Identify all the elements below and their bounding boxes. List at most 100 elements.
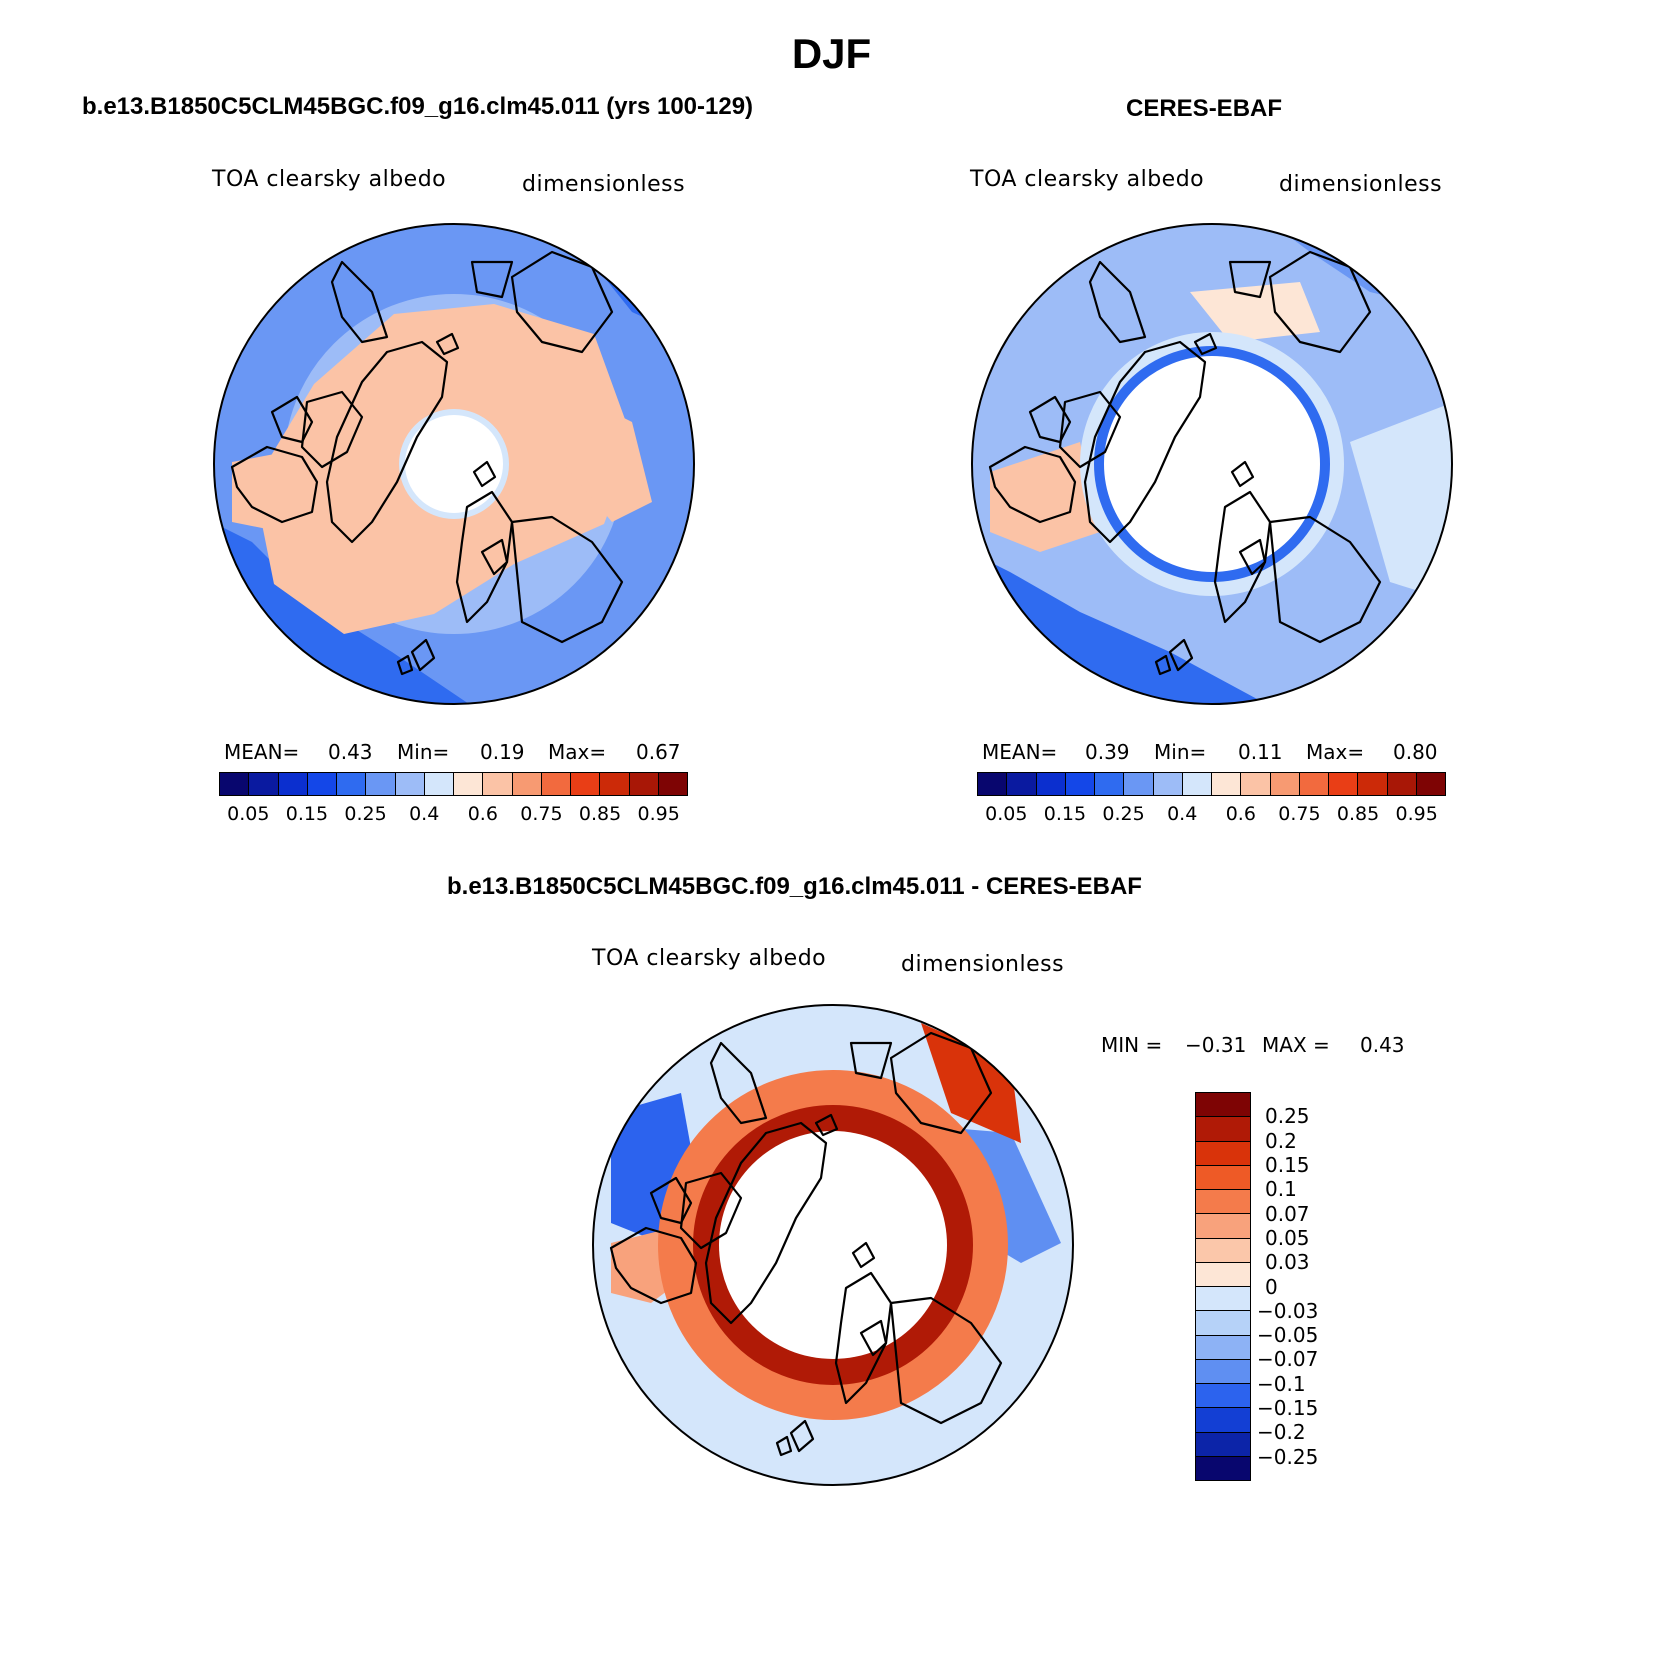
colorbar-swatch <box>307 773 337 795</box>
colorbar-swatch <box>978 773 1008 795</box>
map-boundary <box>971 223 1453 705</box>
coastline <box>455 490 514 624</box>
coastline <box>1154 654 1172 676</box>
colorbar-tick-label: 0.95 <box>637 803 680 825</box>
colorbar-swatch <box>1196 1262 1250 1287</box>
coastline <box>396 654 414 676</box>
high-albedo-canada <box>232 447 332 532</box>
panel-2-min-label: Min= <box>1154 740 1207 764</box>
colorbar-swatch <box>1212 773 1242 795</box>
map-field <box>972 224 1452 704</box>
panel-1-mean-label: MEAN= <box>224 740 300 764</box>
colorbar-swatch <box>395 773 425 795</box>
coastline <box>1168 638 1194 672</box>
colorbar-swatch <box>1416 773 1445 795</box>
panel-3-min-label: MIN = <box>1101 1033 1163 1057</box>
coastline <box>889 1296 1003 1425</box>
coastline <box>472 460 497 488</box>
colorbar-tick-label: 0.25 <box>1102 803 1145 825</box>
colorbar-swatch <box>1196 1165 1250 1190</box>
colorbar-swatch <box>483 773 513 795</box>
panel-3-max-value: 0.43 <box>1360 1033 1405 1057</box>
high-albedo-siberia <box>552 382 652 522</box>
panel-2-mean-value: 0.39 <box>1085 740 1130 764</box>
panel-1-mean-value: 0.43 <box>328 740 373 764</box>
colorbar-tick-label: 0.4 <box>1167 803 1198 825</box>
colorbar-tick-label: 0.2 <box>1265 1128 1297 1153</box>
colorbar-swatch <box>424 773 454 795</box>
panel-2-max-value: 0.80 <box>1393 740 1438 764</box>
missing-data-pole <box>402 412 506 516</box>
panel-3-colorbar <box>1195 1092 1251 1481</box>
colorbar-tick-label: 0.4 <box>409 803 440 825</box>
coastline <box>510 515 624 644</box>
colorbar-tick-label: 0.15 <box>285 803 329 825</box>
coastline <box>1028 395 1072 444</box>
colorbar-tick-label: −0.05 <box>1257 1323 1319 1348</box>
panel-1-title: b.e13.B1850C5CLM45BGC.f09_g16.clm45.011 … <box>82 93 754 120</box>
coastline <box>1268 250 1372 354</box>
panel-2-max-label: Max= <box>1306 740 1365 764</box>
coastline <box>325 340 449 544</box>
page-title: DJF <box>791 30 872 77</box>
coastline <box>410 638 436 672</box>
coastline <box>230 445 319 524</box>
colorbar-swatch <box>1196 1238 1250 1263</box>
coastline <box>1058 390 1122 469</box>
panel-2-polar-map <box>971 223 1453 705</box>
colorbar-swatch <box>1095 773 1125 795</box>
positive-anomaly-ring-outer <box>658 1070 1008 1420</box>
coastline <box>300 390 364 469</box>
colorbar-swatch <box>1196 1287 1250 1312</box>
panel-3-min-value: −0.31 <box>1185 1033 1247 1057</box>
panel-1-min-label: Min= <box>397 740 450 764</box>
colorbar-swatch <box>1196 1359 1250 1384</box>
colorbar-swatch <box>571 773 601 795</box>
colorbar-swatch <box>1329 773 1359 795</box>
colorbar-swatch <box>1196 1093 1250 1118</box>
colorbar-swatch <box>1196 1432 1250 1457</box>
coastline <box>679 1171 743 1250</box>
colorbar-swatch <box>1196 1311 1250 1336</box>
coastline <box>510 250 614 354</box>
colorbar-tick-label: 0.1 <box>1265 1177 1297 1202</box>
colorbar-tick-label: 0.15 <box>1265 1152 1310 1177</box>
coastline <box>709 1041 768 1125</box>
colorbar-swatch <box>1196 1335 1250 1360</box>
map-boundary <box>213 223 695 705</box>
colorbar-swatch <box>541 773 571 795</box>
colorbar-tick-label: −0.07 <box>1257 1347 1319 1372</box>
coastline <box>1083 340 1207 544</box>
coastline <box>1238 538 1267 576</box>
panel-1-variable: TOA clearsky albedo <box>212 167 447 192</box>
coastline <box>814 1113 839 1137</box>
coastline <box>1268 515 1382 644</box>
panel-3-title: b.e13.B1850C5CLM45BGC.f09_g16.clm45.011 … <box>447 873 1142 900</box>
panel-1-polar-map <box>213 223 695 705</box>
map-boundary <box>592 1004 1074 1486</box>
colorbar-tick-label: 0.07 <box>1265 1201 1310 1226</box>
coastline <box>1228 260 1272 299</box>
colorbar-swatch <box>1065 773 1095 795</box>
colorbar-tick-label: 0.15 <box>1043 803 1087 825</box>
colorbar-tick-label: 0.6 <box>1225 803 1256 825</box>
high-albedo-canada <box>990 442 1100 552</box>
colorbar-tick-label: −0.15 <box>1257 1396 1319 1421</box>
colorbar-swatch <box>1241 773 1271 795</box>
panel-2-colorbar <box>977 772 1446 796</box>
missing-data-pole <box>719 1131 947 1359</box>
coastline <box>470 260 514 299</box>
colorbar-swatch <box>249 773 279 795</box>
colorbar-swatch <box>1299 773 1329 795</box>
colorbar-swatch <box>1196 1384 1250 1409</box>
colorbar-tick-label: 0.85 <box>1336 803 1380 825</box>
colorbar-tick-label: 0.6 <box>467 803 498 825</box>
colorbar-swatch <box>1153 773 1183 795</box>
panel-2-mean-label: MEAN= <box>982 740 1058 764</box>
panel-2-units: dimensionless <box>1279 172 1443 197</box>
colorbar-swatch <box>1007 773 1037 795</box>
coastline <box>480 538 509 576</box>
colorbar-swatch <box>658 773 687 795</box>
colorbar-tick-label: 0.05 <box>985 803 1028 825</box>
coastline <box>609 1226 698 1305</box>
